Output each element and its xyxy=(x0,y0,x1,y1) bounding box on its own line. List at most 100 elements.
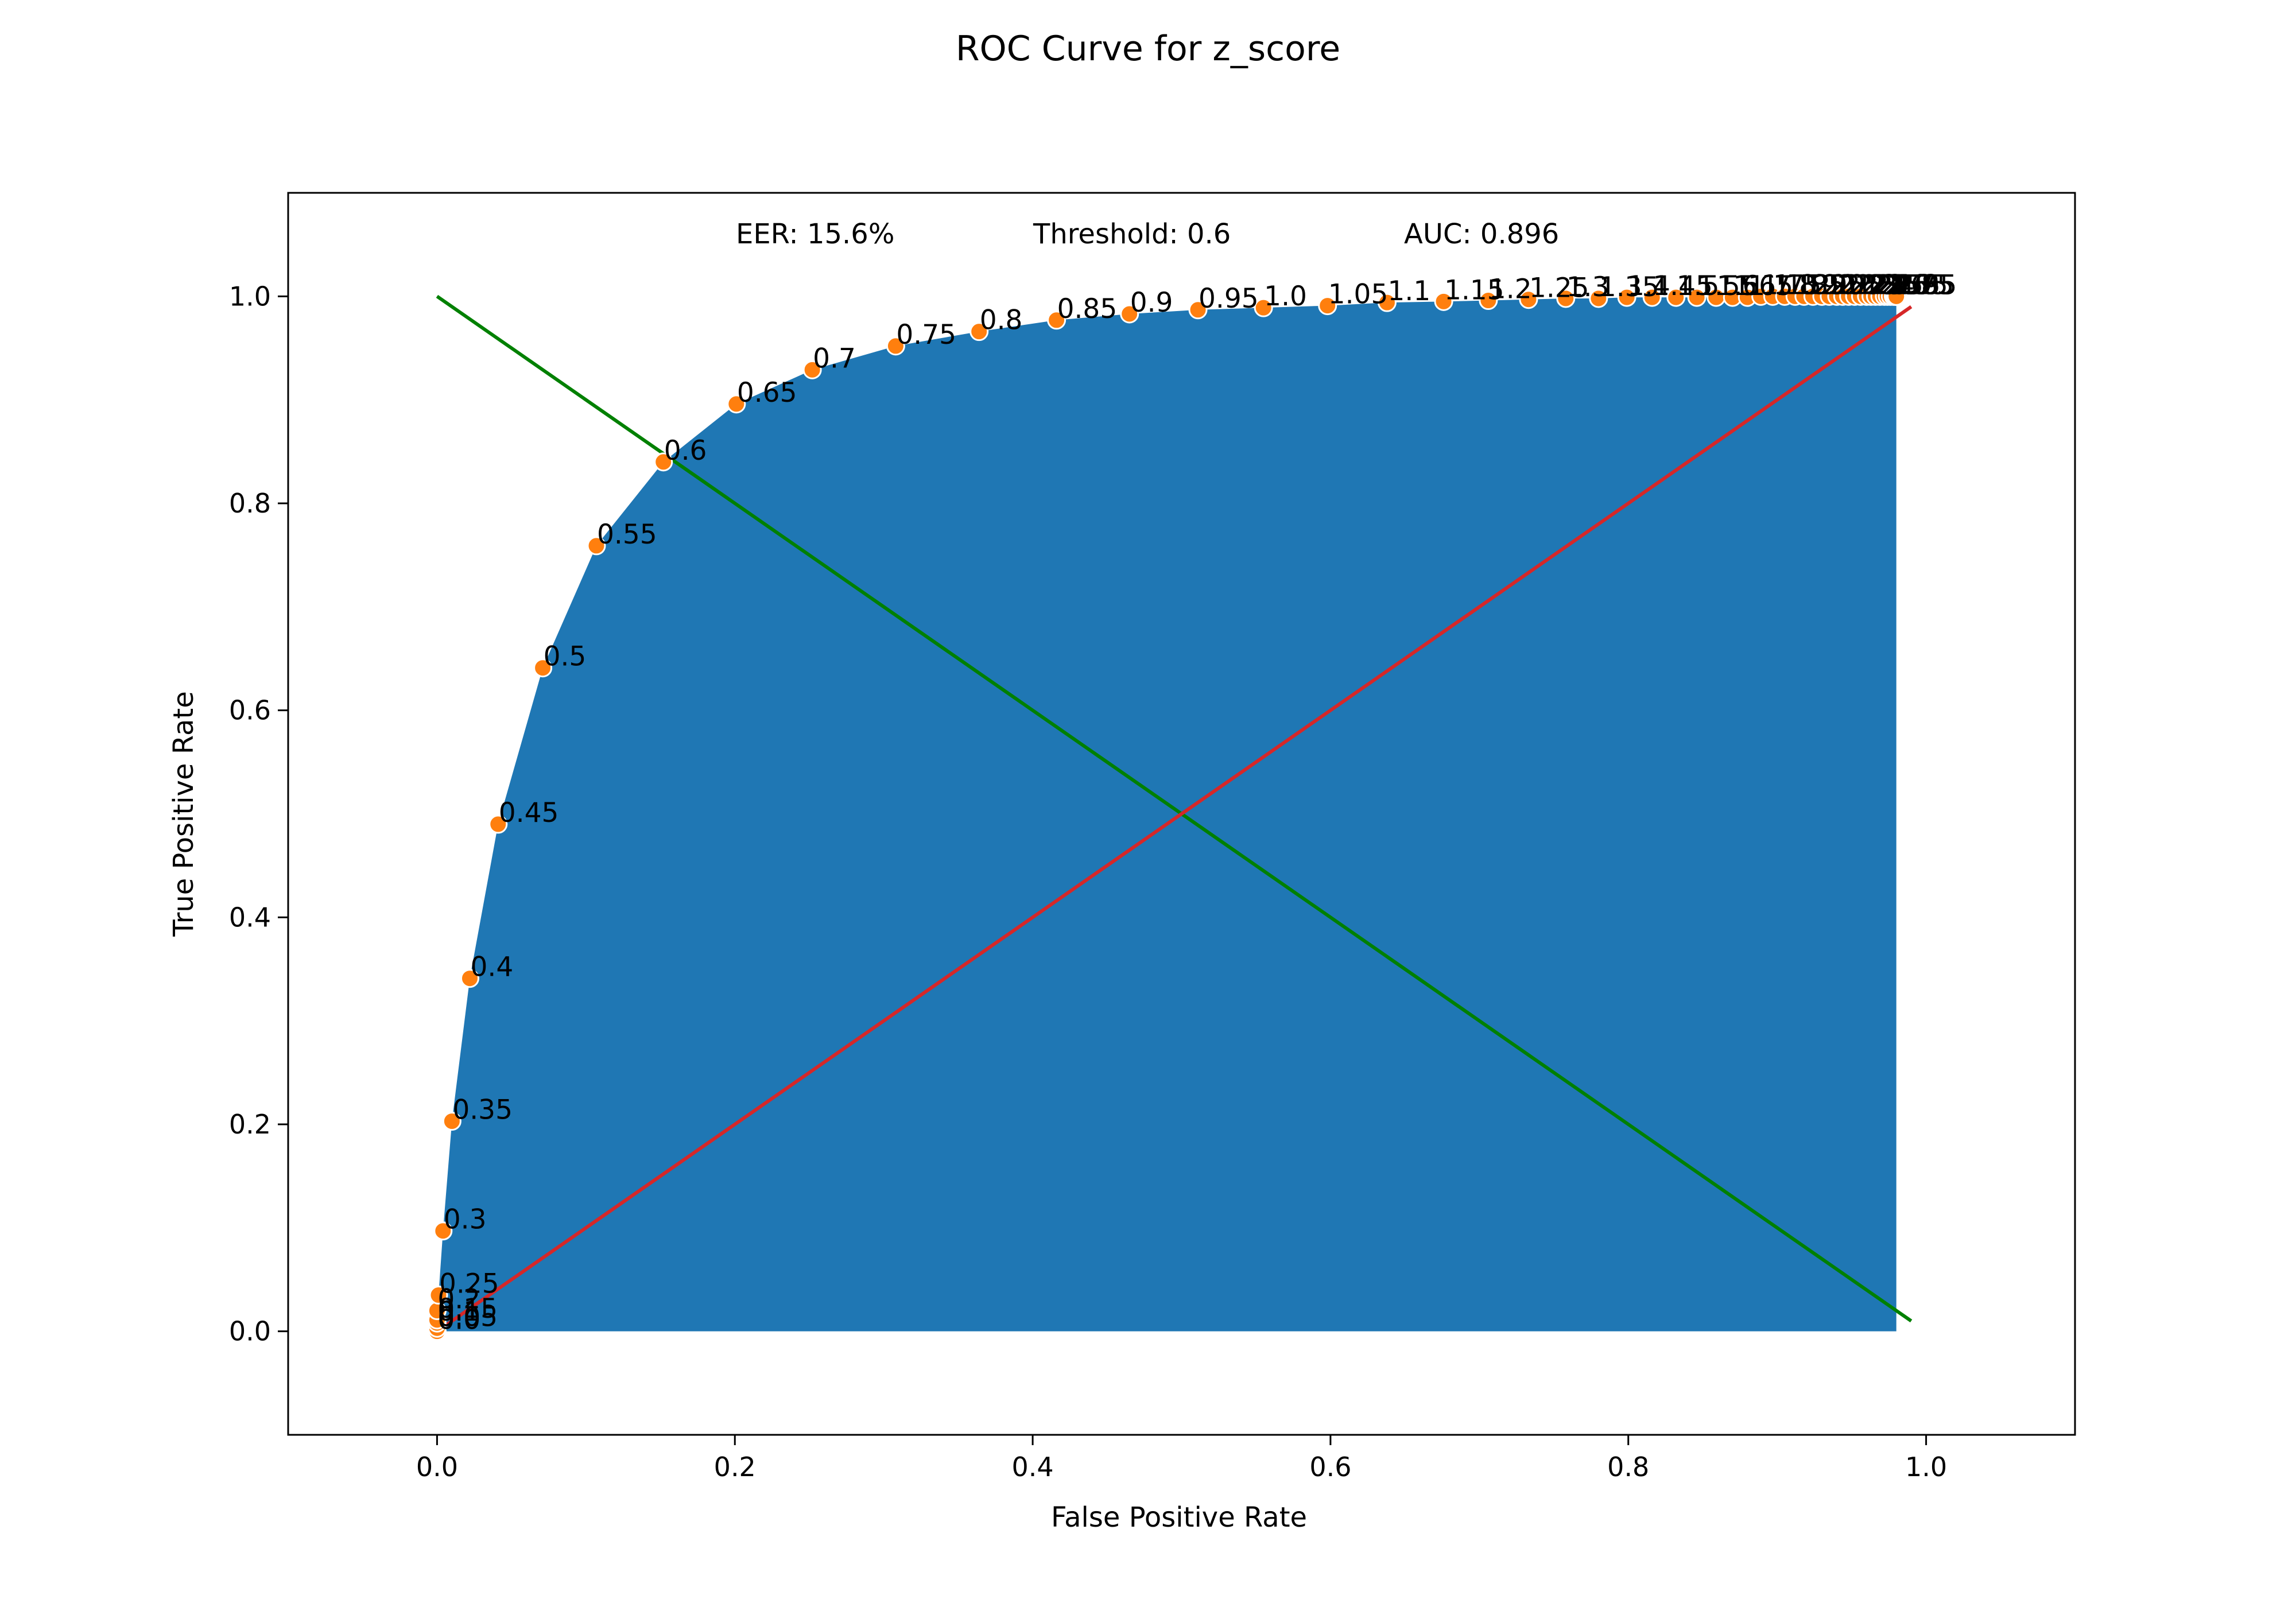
roc-point xyxy=(727,394,746,414)
roc-point-label: 1.05 xyxy=(1328,279,1389,310)
x-tick-label: 0.0 xyxy=(416,1451,458,1482)
roc-point-label: 2.3 xyxy=(1855,269,1898,301)
roc-point-label: 2.9 xyxy=(1897,269,1940,301)
roc-point-label: 0.75 xyxy=(896,319,956,351)
roc-point-label: 1.35 xyxy=(1599,271,1659,303)
roc-point-label: 0.8 xyxy=(980,305,1023,336)
roc-area-fill xyxy=(437,296,1896,1332)
roc-point-label: 1.8 xyxy=(1773,269,1816,301)
roc-point-label: 0.2 xyxy=(437,1284,480,1315)
y-tick-label: 0.8 xyxy=(229,488,271,519)
roc-point xyxy=(1479,291,1498,310)
roc-point-label: 2.55 xyxy=(1880,269,1941,301)
roc-point-label: 0.85 xyxy=(1057,293,1118,325)
roc-point xyxy=(433,1221,453,1241)
axes-frame xyxy=(287,192,2076,1436)
roc-point-label: 1.1 xyxy=(1387,275,1430,307)
roc-point xyxy=(1318,296,1337,316)
y-tick-label: 0.2 xyxy=(229,1109,271,1140)
x-tick-label: 1.0 xyxy=(1905,1451,1947,1482)
roc-point-label: 1.55 xyxy=(1697,270,1758,302)
roc-point xyxy=(1589,289,1608,308)
threshold-annotation: Threshold: 0.6 xyxy=(1033,218,1231,250)
eer-annotation: EER: 15.6% xyxy=(736,218,894,250)
roc-point-label: 0.45 xyxy=(499,797,559,829)
roc-point xyxy=(533,658,553,678)
roc-point-label: 2.75 xyxy=(1894,269,1954,301)
roc-point-label: 2.6 xyxy=(1885,269,1928,301)
roc-point xyxy=(1188,300,1208,320)
x-tick-label: 0.2 xyxy=(714,1451,756,1482)
y-axis-label: True Positive Rate xyxy=(168,691,200,937)
roc-point-label: 1.15 xyxy=(1444,274,1504,306)
roc-point xyxy=(1617,288,1636,307)
roc-point xyxy=(442,1112,461,1131)
roc-point-label: 2.0 xyxy=(1813,269,1856,301)
roc-point-label: 0.3 xyxy=(444,1204,487,1236)
roc-point-label: 0.5 xyxy=(544,641,587,673)
roc-point-label: 0.35 xyxy=(452,1094,513,1126)
y-tick-label: 1.0 xyxy=(229,281,271,312)
roc-point-label: 1.45 xyxy=(1653,270,1713,302)
roc-point-label: 1.75 xyxy=(1762,269,1822,301)
roc-point-label: 1.7 xyxy=(1748,270,1791,302)
y-tick-label: 0.4 xyxy=(229,902,271,933)
roc-point-label: 0.95 xyxy=(1199,283,1259,315)
roc-point-label: 0.25 xyxy=(439,1268,499,1300)
chart-title: ROC Curve for z_score xyxy=(956,29,1340,69)
roc-point-label: 1.65 xyxy=(1733,270,1793,302)
roc-point-label: 2.8 xyxy=(1895,269,1938,301)
roc-point-label: 2.7 xyxy=(1891,269,1934,301)
roc-point-label: 1.2 xyxy=(1489,274,1532,305)
roc-point-label: 2.4 xyxy=(1867,269,1910,301)
roc-point xyxy=(1377,293,1397,312)
roc-point xyxy=(1519,290,1538,309)
roc-point-label: 0.7 xyxy=(813,343,856,374)
roc-point-label: 1.5 xyxy=(1677,270,1720,302)
roc-point-label: 1.25 xyxy=(1529,273,1589,304)
roc-point-label: 2.1 xyxy=(1830,269,1873,301)
roc-point-label: 0.9 xyxy=(1130,287,1173,319)
roc-point-label: 2.5 xyxy=(1876,269,1919,301)
roc-point-label: 0.55 xyxy=(597,519,657,550)
auc-annotation: AUC: 0.896 xyxy=(1404,218,1559,250)
roc-point-label: 2.35 xyxy=(1861,269,1921,301)
diagonal-line xyxy=(436,305,1913,1333)
roc-point-label: 0.4 xyxy=(470,952,513,983)
roc-point xyxy=(488,814,508,834)
roc-point xyxy=(460,969,479,988)
roc-point xyxy=(1887,286,1906,306)
roc-point-label: 2.95 xyxy=(1897,269,1957,301)
roc-point xyxy=(1687,288,1707,307)
roc-point-label: 2.15 xyxy=(1837,269,1898,301)
roc-point xyxy=(1434,292,1453,311)
roc-point-label: 0.6 xyxy=(664,435,707,467)
roc-point-label: 1.95 xyxy=(1805,269,1865,301)
plot-area: 0.00.050.10.150.20.250.30.350.40.450.50.… xyxy=(229,192,2076,1482)
y-tick-label: 0.0 xyxy=(229,1316,271,1347)
x-tick-label: 0.6 xyxy=(1309,1451,1351,1482)
roc-point-label: 0.15 xyxy=(437,1293,498,1325)
roc-point-label: 1.0 xyxy=(1264,281,1307,312)
roc-point-label: 2.85 xyxy=(1897,269,1957,301)
roc-point-label: 2.05 xyxy=(1822,269,1883,301)
roc-point xyxy=(1666,288,1686,307)
roc-point xyxy=(429,1286,448,1305)
roc-point xyxy=(1047,310,1066,330)
roc-point-label: 0.0 xyxy=(437,1305,480,1336)
x-tick-label: 0.4 xyxy=(1012,1451,1054,1482)
roc-point-label: 0.65 xyxy=(737,377,797,409)
roc-point-label: 1.85 xyxy=(1785,269,1845,301)
roc-point xyxy=(969,322,989,341)
roc-point xyxy=(1254,298,1273,317)
roc-point-label: 2.65 xyxy=(1888,269,1948,301)
roc-point-label: 1.4 xyxy=(1627,270,1670,302)
roc-point-label: 0.1 xyxy=(437,1296,480,1327)
roc-point-label: 2.25 xyxy=(1849,269,1910,301)
roc-point xyxy=(1556,289,1576,308)
x-axis-label: False Positive Rate xyxy=(1051,1501,1307,1534)
roc-point xyxy=(1120,304,1139,324)
roc-point xyxy=(654,452,673,472)
